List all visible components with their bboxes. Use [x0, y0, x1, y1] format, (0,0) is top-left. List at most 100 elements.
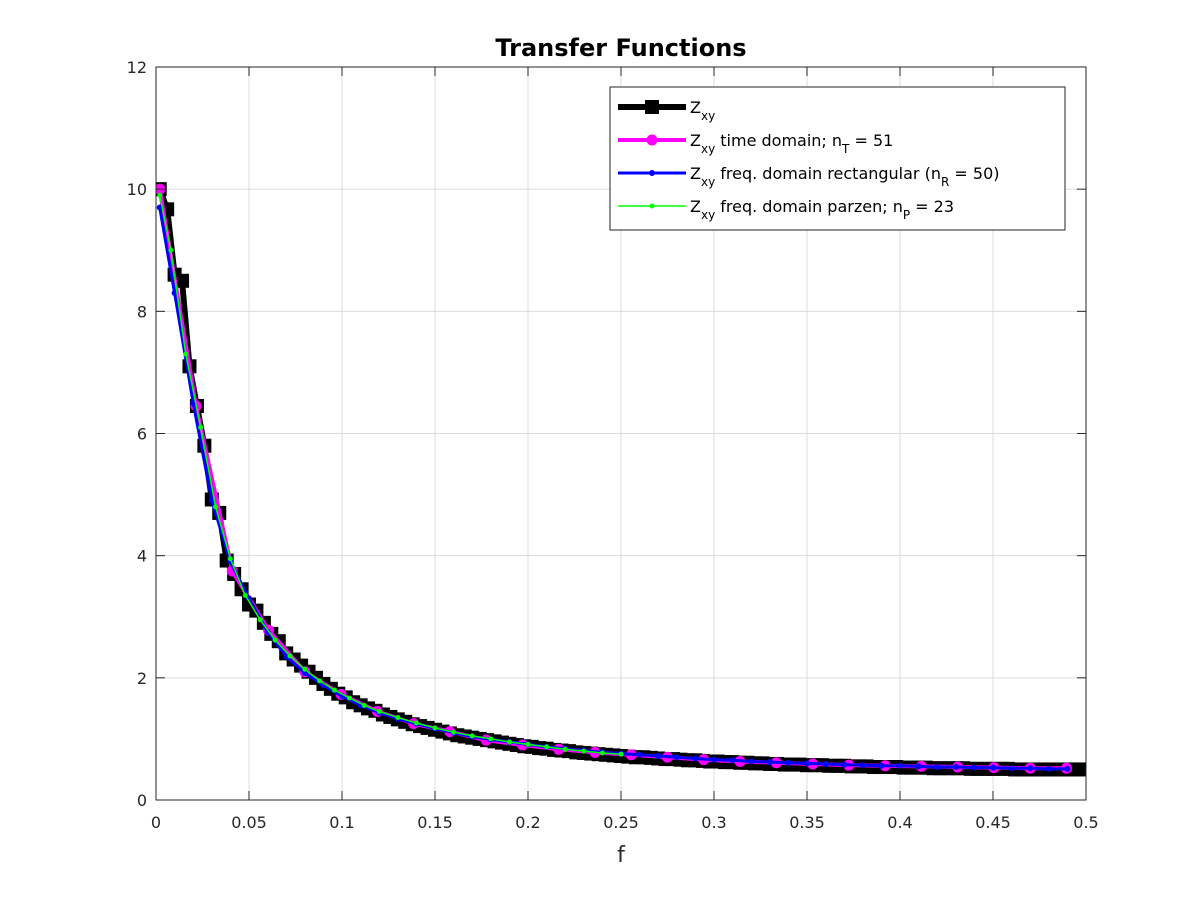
- y-tick-label-3: 6: [137, 425, 147, 444]
- series-2-point-41: [915, 763, 922, 770]
- series-0-point-3: [175, 273, 190, 288]
- legend-label-1: Zxy time domain; nT = 51: [690, 131, 893, 156]
- series-3-point-12: [332, 687, 338, 693]
- legend-swatch-marker-2: [649, 170, 655, 176]
- series-3-point-2: [183, 351, 189, 357]
- series-3-point-3: [198, 424, 204, 430]
- legend-label-2: Zxy freq. domain rectangular (nR = 50): [690, 164, 1000, 189]
- series-3-point-9: [287, 653, 293, 659]
- series-2-point-39: [878, 762, 885, 769]
- legend-label-main-2: Z: [690, 164, 701, 183]
- legend-label-main-0: Z: [690, 98, 701, 117]
- ticks: [155, 66, 1087, 801]
- legend-label-tail-1: = 51: [849, 131, 893, 150]
- series-3-point-13: [346, 695, 352, 701]
- series-2-point-49: [1064, 765, 1071, 772]
- x-tick-label-3: 0.15: [417, 813, 453, 832]
- series-2-point-47: [1027, 765, 1034, 772]
- y-tick-labels: 0 2 4 6 8 10 12: [127, 58, 147, 810]
- series-3: [157, 192, 624, 757]
- legend-label-tail-2: = 50): [949, 164, 999, 183]
- x-tick-label-10: 0.5: [1073, 813, 1098, 832]
- series-2-point-27: [655, 753, 662, 760]
- legend-swatch-marker-1: [646, 134, 658, 146]
- legend-label-sub-1: xy: [701, 142, 715, 156]
- x-tick-label-8: 0.4: [887, 813, 912, 832]
- legend-label-suffix-1: time domain; n: [715, 131, 842, 150]
- series-3-point-17: [413, 720, 419, 726]
- series-2-point-31: [729, 757, 736, 764]
- y-tick-label-4: 8: [137, 302, 147, 321]
- series-3-point-14: [361, 702, 367, 708]
- series-2-point-37: [841, 761, 848, 768]
- series-2-point-40: [897, 762, 903, 769]
- x-tick-label-7: 0.35: [789, 813, 825, 832]
- series-3-point-15: [376, 708, 382, 714]
- y-tick-label-5: 10: [127, 180, 147, 199]
- series-3-point-0: [157, 192, 163, 198]
- series-2-point-36: [822, 760, 829, 767]
- legend-label-main-3: Z: [690, 197, 701, 216]
- legend-label-suffix-2: freq. domain rectangular (n: [715, 164, 941, 183]
- series-3-point-8: [272, 637, 278, 643]
- series-3-point-24: [544, 744, 550, 750]
- series-2-point-32: [748, 758, 755, 765]
- x-tick-label-4: 0.2: [515, 813, 540, 832]
- series-2-point-34: [785, 759, 792, 766]
- legend-label-3: Zxy freq. domain parzen; nP = 23: [690, 197, 954, 222]
- y-tick-label-1: 2: [137, 669, 147, 688]
- legend-entry-1: Zxy time domain; nT = 51: [618, 131, 893, 156]
- series-layer: [156, 182, 1086, 777]
- series-3-point-27: [599, 750, 605, 756]
- series-2-point-38: [859, 762, 866, 769]
- series-2-point-43: [952, 764, 959, 771]
- legend-label-sub-3: xy: [701, 208, 715, 222]
- x-tick-label-6: 0.3: [701, 813, 726, 832]
- series-3-point-11: [317, 678, 323, 684]
- legend-swatch-marker-0: [645, 100, 659, 114]
- legend-entry-3: Zxy freq. domain parzen; nP = 23: [618, 197, 954, 222]
- series-2-point-42: [934, 764, 941, 771]
- series-3-point-22: [506, 739, 512, 745]
- legend-label-0: Zxy: [690, 98, 715, 123]
- x-tick-label-0: 0: [151, 813, 161, 832]
- x-tick-label-1: 0.05: [231, 813, 267, 832]
- series-3-point-23: [525, 741, 531, 747]
- series-3-point-25: [562, 746, 568, 752]
- series-2-point-30: [711, 756, 717, 763]
- chart-title: Transfer Functions: [495, 34, 746, 62]
- series-2-point-45: [990, 764, 996, 771]
- series-2-point-28: [673, 754, 680, 761]
- legend-label-sub-2: xy: [701, 175, 715, 189]
- series-3-point-20: [469, 733, 475, 739]
- legend-label-sub-0: xy: [701, 109, 715, 123]
- x-tick-label-2: 0.1: [329, 813, 354, 832]
- series-2-point-48: [1045, 765, 1052, 772]
- series-2-point-35: [804, 760, 810, 767]
- x-tick-labels: 0 0.05 0.1 0.15 0.2 0.25 0.3 0.35 0.4 0.45 0.5: [151, 813, 1099, 832]
- series-3-point-19: [451, 729, 457, 735]
- legend-label-sub2-2: R: [941, 175, 949, 189]
- series-3-point-6: [242, 592, 248, 598]
- series-2-point-3: [208, 497, 215, 504]
- x-tick-label-9: 0.45: [975, 813, 1011, 832]
- series-2-point-8: [301, 669, 308, 676]
- series-3-point-28: [618, 751, 624, 757]
- y-tick-label-0: 0: [137, 791, 147, 810]
- legend-entry-0: Zxy: [618, 98, 715, 123]
- y-tick-label-2: 4: [137, 547, 147, 566]
- series-2-point-33: [766, 759, 773, 766]
- legend-entry-2: Zxy freq. domain rectangular (nR = 50): [618, 164, 1000, 189]
- series-0-point-124: [1075, 762, 1086, 777]
- series-2-point-29: [692, 755, 699, 762]
- series-3-point-5: [227, 556, 233, 562]
- x-tick-label-5: 0.25: [603, 813, 639, 832]
- series-3-point-26: [581, 748, 587, 754]
- series-3-point-7: [257, 617, 263, 623]
- series-2-point-46: [1008, 765, 1015, 772]
- legend-label-sub2-3: P: [903, 208, 910, 222]
- series-3-point-4: [213, 504, 219, 510]
- series-3-point-10: [302, 666, 308, 672]
